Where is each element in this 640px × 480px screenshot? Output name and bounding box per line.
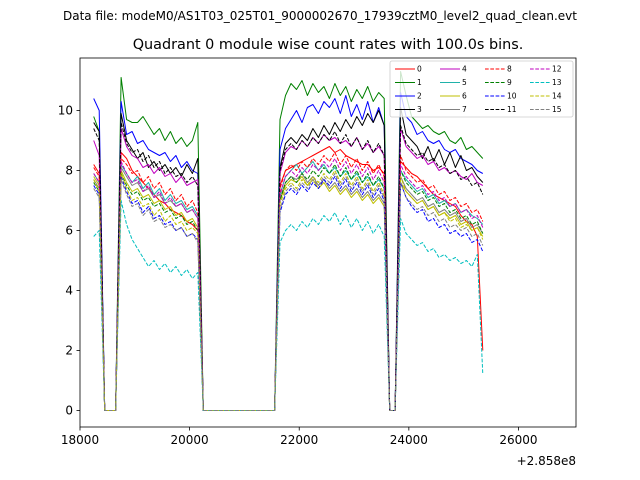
legend-label-7: 7 <box>462 105 467 114</box>
legend-label-15: 15 <box>552 105 562 114</box>
series-line-14 <box>93 170 484 411</box>
series-line-8 <box>93 152 484 411</box>
y-tick-label: 6 <box>65 224 73 238</box>
series-line-15 <box>93 173 484 411</box>
legend-label-13: 13 <box>552 78 562 87</box>
axes-frame <box>79 57 577 428</box>
y-tick-label: 10 <box>58 104 73 118</box>
legend-label-0: 0 <box>417 65 422 74</box>
legend-label-14: 14 <box>552 92 562 101</box>
x-tick-label: 22000 <box>280 433 318 447</box>
y-tick-label: 0 <box>65 404 73 418</box>
legend-label-4: 4 <box>462 65 467 74</box>
series-line-3 <box>93 107 484 411</box>
legend-label-11: 11 <box>507 105 517 114</box>
x-tick-label: 26000 <box>499 433 537 447</box>
series-line-2 <box>93 92 484 411</box>
legend-label-8: 8 <box>507 65 512 74</box>
legend-label-12: 12 <box>552 65 562 74</box>
x-axis-offset-label: +2.858e8 <box>517 454 576 468</box>
legend-label-10: 10 <box>507 92 517 101</box>
series-line-12 <box>93 158 484 411</box>
x-tick-label: 18000 <box>61 433 99 447</box>
y-tick-label: 8 <box>65 164 73 178</box>
y-tick-label: 4 <box>65 284 73 298</box>
legend-box <box>389 60 574 118</box>
series-layer <box>93 71 484 411</box>
chart-title: Quadrant 0 module wise count rates with … <box>133 37 524 53</box>
series-line-9 <box>93 164 484 411</box>
series-line-0 <box>93 146 484 411</box>
y-tick-label: 2 <box>65 344 73 358</box>
legend-label-6: 6 <box>462 92 467 101</box>
series-line-1 <box>93 71 484 411</box>
series-line-11 <box>93 122 484 411</box>
y-axis: 0 2 4 6 8 10 <box>58 104 80 418</box>
legend-label-9: 9 <box>507 78 512 87</box>
x-tick-label: 24000 <box>390 433 428 447</box>
series-line-10 <box>93 176 484 411</box>
series-line-6 <box>93 170 484 411</box>
figure-suptitle: Data file: modeM0/AS1T03_025T01_90000026… <box>63 9 577 23</box>
series-line-13 <box>93 200 484 411</box>
series-line-5 <box>93 161 484 411</box>
x-axis: 18000 20000 22000 24000 26000 <box>61 427 538 447</box>
legend-label-3: 3 <box>417 105 422 114</box>
legend-label-2: 2 <box>417 92 422 101</box>
legend-label-1: 1 <box>417 78 422 87</box>
legend-label-5: 5 <box>462 78 467 87</box>
x-tick-label: 20000 <box>171 433 209 447</box>
series-line-4 <box>93 128 484 411</box>
series-line-7 <box>93 167 484 411</box>
